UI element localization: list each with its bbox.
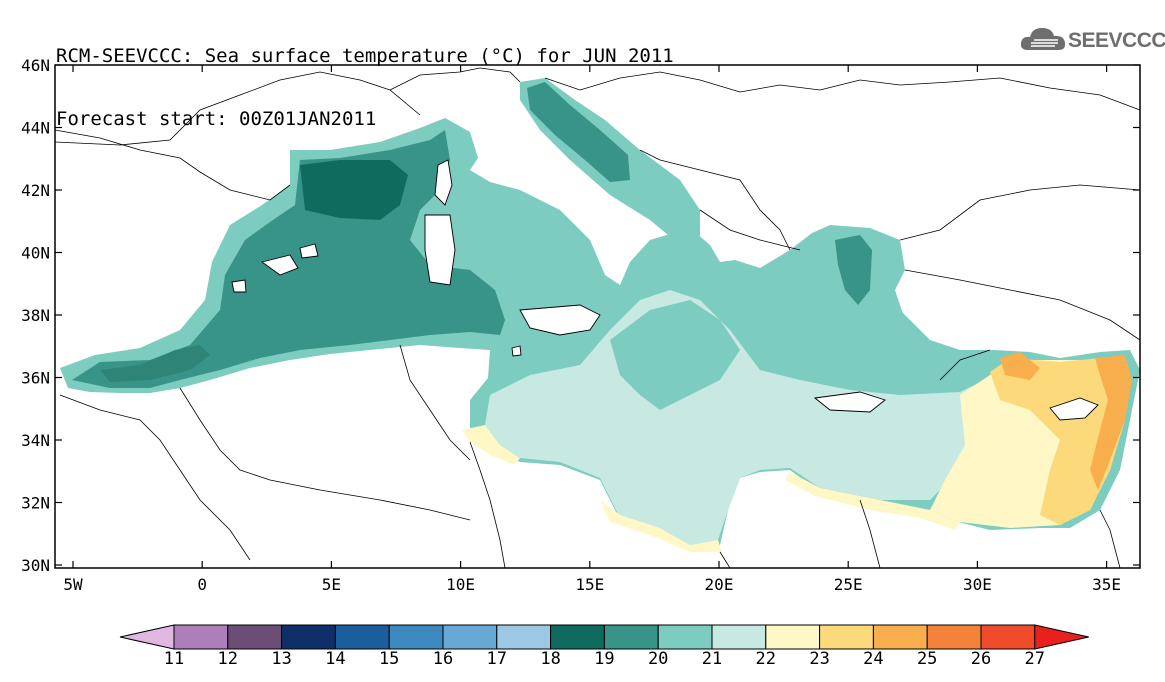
colorbar-tick-label: 19 [594, 649, 615, 669]
colorbar-segment [980, 624, 1036, 650]
colorbar-tick-label: 23 [809, 649, 830, 669]
lat-tick-label: 38N [21, 306, 50, 325]
colorbar-tick-label: 24 [863, 649, 884, 669]
colorbar-segment [603, 624, 659, 650]
sicily [519, 304, 601, 336]
latitude-axis: 46N 44N 42N 40N 38N 36N 34N 32N 30N [21, 56, 1140, 575]
colorbar-tick-label: 21 [701, 649, 723, 669]
colorbar-tick-label: 27 [1024, 649, 1046, 669]
lat-tick-label: 40N [21, 244, 50, 263]
lat-tick-label: 34N [21, 431, 50, 450]
land-masks [231, 159, 1099, 421]
cyprus [1049, 397, 1099, 421]
crete [813, 391, 886, 413]
longitude-axis: 5W 0 5E 10E 15E 20E 25E 30E 35E [63, 65, 1121, 594]
country-borders [54, 67, 1141, 569]
colorbar-tick-label: 15 [378, 649, 400, 669]
colorbar-tick-label: 18 [540, 649, 561, 669]
colorbar-tick-label: 17 [486, 649, 508, 669]
sst-zone-alboran [100, 345, 210, 382]
lon-tick-label: 30E [963, 575, 992, 594]
colorbar-tick-label: 16 [432, 649, 454, 669]
lat-tick-label: 36N [21, 369, 50, 388]
map-frame [54, 64, 1141, 569]
sst-zone-aegean-north [835, 235, 872, 305]
logo-text: SEEVCCC [1068, 29, 1165, 52]
colorbar-tick-label: 22 [755, 649, 777, 669]
sst-zone-adriatic-north [527, 82, 630, 182]
colorbar-under-triangle [119, 624, 175, 650]
lat-tick-label: 30N [21, 556, 50, 575]
colorbar-tick-label: 14 [325, 649, 346, 669]
colorbar-tick-label: 25 [916, 649, 938, 669]
colorbar-over-triangle [1034, 624, 1089, 650]
colorbar-segment [550, 624, 605, 650]
colorbar-segment [388, 624, 444, 650]
colorbar-tick-label: 12 [217, 649, 239, 669]
sst-zone-levantine-warm [990, 358, 1125, 525]
lon-tick-label: 35E [1092, 575, 1121, 594]
colorbar-segment [496, 624, 552, 650]
sst-zone-ionian-core [610, 300, 740, 410]
sst-zone-tyrrhenian [450, 180, 585, 292]
seevccc-logo: SEEVCCC [1018, 22, 1165, 58]
colorbar-segment [442, 624, 498, 650]
lon-tick-label: 10E [446, 575, 475, 594]
lon-tick-label: 5E [322, 575, 341, 594]
corsica [434, 159, 453, 206]
sst-zone-aegean [800, 235, 915, 385]
lat-tick-label: 46N [21, 56, 50, 75]
colorbar-segment [872, 624, 928, 650]
lon-tick-label: 25E [834, 575, 863, 594]
colorbar-segment [281, 624, 336, 650]
lon-tick-label: 5W [63, 575, 83, 594]
sst-zone-gulf-of-lion [300, 160, 408, 220]
colorbar-segment [657, 624, 713, 650]
sst-zone-libyan-coast [600, 472, 960, 552]
title-line-1: RCM-SEEVCCC: Sea surface temperature (°C… [56, 45, 674, 67]
colorbar-segment [711, 624, 767, 650]
colorbar-segment [227, 624, 283, 650]
map-title: RCM-SEEVCCC: Sea surface temperature (°C… [56, 4, 674, 151]
colorbar-tick-label: 20 [647, 649, 669, 669]
sst-zone-ionian [485, 290, 990, 545]
lon-tick-label: 0 [197, 575, 207, 594]
colorbar-segment [334, 624, 390, 650]
colorbar-tick-label: 11 [163, 649, 185, 669]
lat-tick-label: 44N [21, 119, 50, 138]
cloud-logo-icon [1020, 28, 1066, 50]
lat-tick-label: 32N [21, 494, 50, 513]
lon-tick-label: 15E [575, 575, 604, 594]
lat-tick-label: 42N [21, 181, 50, 200]
sst-zone-tunisia-coast [462, 425, 520, 465]
malta [511, 345, 522, 357]
title-line-2: Forecast start: 00Z01JAN2011 [56, 108, 377, 130]
sardinia [424, 214, 456, 286]
sst-field [60, 78, 1140, 552]
colorbar-segment [173, 624, 229, 650]
colorbar-segment [819, 624, 874, 650]
colorbar [119, 624, 1089, 650]
sst-zone-levantine-hot [1000, 352, 1132, 490]
colorbar-segment [926, 624, 982, 650]
colorbar-tick-label: 26 [970, 649, 992, 669]
balearic-islands [231, 243, 319, 293]
lon-tick-label: 20E [705, 575, 734, 594]
colorbar-segment [765, 624, 821, 650]
colorbar-tick-label: 13 [271, 649, 292, 669]
